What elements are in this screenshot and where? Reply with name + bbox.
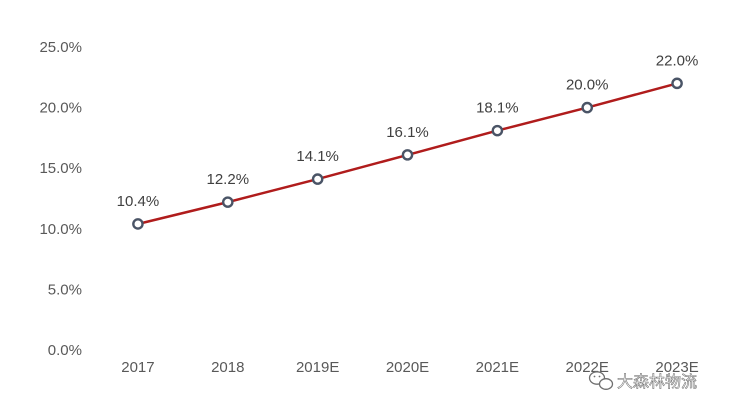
data-label: 10.4% — [117, 193, 160, 210]
y-tick-label: 10.0% — [39, 221, 82, 238]
data-point — [671, 77, 683, 90]
data-point — [491, 124, 504, 137]
watermark-text: 大森林物流 — [617, 372, 697, 391]
data-point — [311, 173, 324, 185]
data-label: 16.1% — [386, 124, 429, 141]
x-tick-label: 2018 — [211, 359, 244, 376]
x-tick-label: 2019E — [296, 359, 339, 376]
y-tick-label: 25.0% — [39, 39, 82, 56]
data-label: 14.1% — [296, 148, 339, 165]
data-point — [221, 196, 234, 208]
x-tick-label: 2017 — [121, 359, 154, 376]
y-axis: 0.0% 5.0% 10.0% 15.0% 20.0% 25.0% — [39, 39, 82, 359]
data-labels: 10.4% 12.2% 14.1% 16.1% 18.1% 20.0% 22.0% — [117, 52, 699, 210]
x-axis: 2017 2018 2019E 2020E 2021E 2022E 2023E — [121, 359, 699, 376]
x-tick-label: 2023E — [655, 359, 698, 376]
y-tick-label: 0.0% — [48, 342, 82, 359]
x-tick-label: 2020E — [386, 359, 429, 376]
data-label: 22.0% — [656, 52, 699, 69]
wechat-icon — [588, 371, 614, 390]
y-tick-label: 20.0% — [39, 100, 82, 117]
data-label: 20.0% — [566, 77, 609, 94]
x-tick-label: 2021E — [476, 359, 519, 376]
data-label: 18.1% — [476, 100, 519, 117]
y-tick-label: 15.0% — [39, 160, 82, 177]
data-point — [581, 101, 594, 114]
y-tick-label: 5.0% — [48, 281, 82, 298]
data-label: 12.2% — [207, 171, 250, 188]
data-point — [132, 218, 144, 230]
watermark: 大森林物流 — [588, 371, 697, 391]
data-point — [401, 149, 414, 161]
data-markers — [132, 77, 683, 230]
